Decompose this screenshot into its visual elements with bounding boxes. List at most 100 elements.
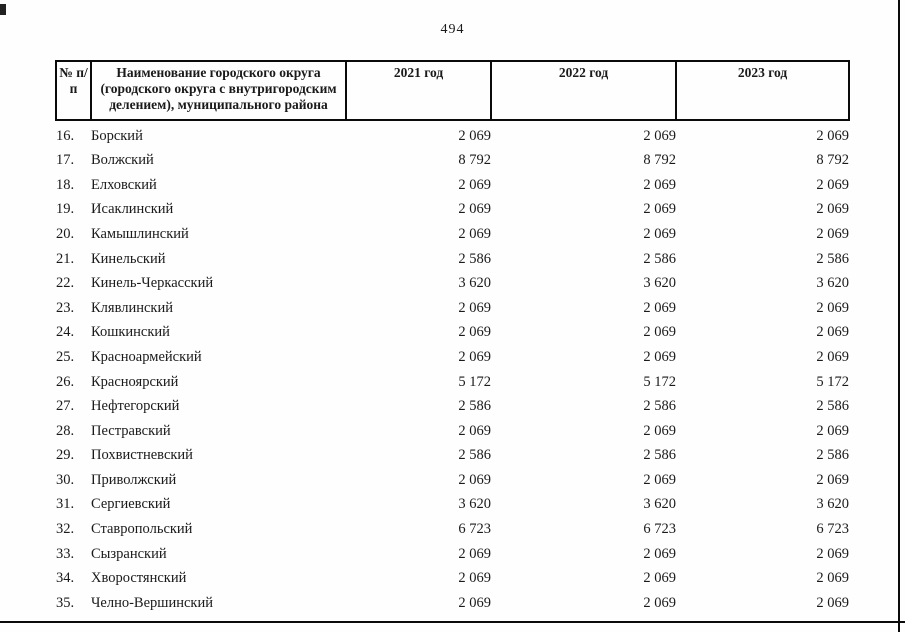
row-number-cell: 33. <box>56 545 75 562</box>
value-2022-cell: 2 069 <box>643 225 676 242</box>
row-number-cell: 18. <box>56 176 75 193</box>
row-number-cell: 25. <box>56 348 75 365</box>
value-2021-cell: 2 069 <box>458 570 491 587</box>
value-2021-cell: 2 586 <box>458 447 491 464</box>
value-2023-cell: 2 069 <box>816 201 849 218</box>
row-number-cell: 32. <box>56 521 75 538</box>
district-name-cell: Хворостянский <box>91 570 187 587</box>
value-2021-cell: 2 586 <box>458 398 491 415</box>
district-name-cell: Красноярский <box>91 373 179 390</box>
value-2021-cell: 2 069 <box>458 348 491 365</box>
value-2022-cell: 2 069 <box>643 324 676 341</box>
value-2023-cell: 2 069 <box>816 324 849 341</box>
page-number: 494 <box>440 22 465 37</box>
value-2021-cell: 2 069 <box>458 127 491 144</box>
row-number-cell: 30. <box>56 471 75 488</box>
district-name-cell: Кошкинский <box>91 324 170 341</box>
row-number-cell: 19. <box>56 201 75 218</box>
district-name-cell: Исаклинский <box>91 201 174 218</box>
col-header-name: Наименование городского округа (городско… <box>90 60 347 121</box>
value-2021-cell: 5 172 <box>458 373 491 390</box>
value-2022-cell: 3 620 <box>643 275 676 292</box>
value-2022-cell: 2 069 <box>643 348 676 365</box>
value-2022-cell: 2 069 <box>643 127 676 144</box>
table-row: 28. Пестравский 2 069 2 069 2 069 <box>56 419 849 444</box>
rates-table: № п/п Наименование городского округа (го… <box>55 60 850 616</box>
value-2023-cell: 3 620 <box>816 496 849 513</box>
col-header-2022: 2022 год <box>490 60 677 121</box>
row-number-cell: 27. <box>56 398 75 415</box>
value-2023-cell: 2 586 <box>816 447 849 464</box>
value-2022-cell: 2 069 <box>643 201 676 218</box>
row-number-cell: 23. <box>56 299 75 316</box>
value-2023-cell: 3 620 <box>816 275 849 292</box>
table-row: 24. Кошкинский 2 069 2 069 2 069 <box>56 321 849 346</box>
value-2021-cell: 3 620 <box>458 496 491 513</box>
district-name-cell: Нефтегорский <box>91 398 180 415</box>
value-2022-cell: 2 069 <box>643 299 676 316</box>
value-2021-cell: 2 069 <box>458 324 491 341</box>
value-2021-cell: 2 069 <box>458 545 491 562</box>
district-name-cell: Пестравский <box>91 422 171 439</box>
table-row: 32. Ставропольский 6 723 6 723 6 723 <box>56 517 849 542</box>
value-2023-cell: 2 069 <box>816 545 849 562</box>
value-2021-cell: 2 069 <box>458 422 491 439</box>
value-2021-cell: 8 792 <box>458 152 491 169</box>
table-row: 16. Борский 2 069 2 069 2 069 <box>56 120 849 149</box>
district-name-cell: Красноармейский <box>91 348 202 365</box>
value-2022-cell: 3 620 <box>643 496 676 513</box>
value-2022-cell: 2 069 <box>643 594 676 611</box>
value-2023-cell: 2 069 <box>816 594 849 611</box>
district-name-cell: Сызранский <box>91 545 167 562</box>
district-name-cell: Борский <box>91 127 143 144</box>
value-2022-cell: 5 172 <box>643 373 676 390</box>
value-2023-cell: 2 069 <box>816 225 849 242</box>
district-name-cell: Кинельский <box>91 250 166 267</box>
row-number-cell: 16. <box>56 127 75 144</box>
value-2023-cell: 2 586 <box>816 398 849 415</box>
col-header-2021: 2021 год <box>345 60 492 121</box>
row-number-cell: 24. <box>56 324 75 341</box>
value-2021-cell: 2 069 <box>458 471 491 488</box>
value-2023-cell: 2 069 <box>816 471 849 488</box>
value-2022-cell: 2 586 <box>643 447 676 464</box>
district-name-cell: Ставропольский <box>91 521 193 538</box>
district-name-cell: Челно-Вершинский <box>91 594 213 611</box>
value-2023-cell: 5 172 <box>816 373 849 390</box>
district-name-cell: Похвистневский <box>91 447 193 464</box>
value-2021-cell: 2 069 <box>458 176 491 193</box>
value-2021-cell: 6 723 <box>458 521 491 538</box>
value-2021-cell: 2 069 <box>458 299 491 316</box>
table-row: 18. Елховский 2 069 2 069 2 069 <box>56 173 849 198</box>
row-number-cell: 29. <box>56 447 75 464</box>
value-2023-cell: 2 069 <box>816 422 849 439</box>
col-header-num: № п/п <box>55 60 92 121</box>
value-2022-cell: 6 723 <box>643 521 676 538</box>
table-row: 35. Челно-Вершинский 2 069 2 069 2 069 <box>56 591 849 616</box>
table-row: 23. Клявлинский 2 069 2 069 2 069 <box>56 296 849 321</box>
value-2023-cell: 2 069 <box>816 176 849 193</box>
table-header-row: № п/п Наименование городского округа (го… <box>55 60 850 121</box>
table-row: 20. Камышлинский 2 069 2 069 2 069 <box>56 222 849 247</box>
district-name-cell: Сергиевский <box>91 496 171 513</box>
value-2022-cell: 2 069 <box>643 570 676 587</box>
value-2023-cell: 2 586 <box>816 250 849 267</box>
table-row: 30. Приволжский 2 069 2 069 2 069 <box>56 468 849 493</box>
row-number-cell: 26. <box>56 373 75 390</box>
row-number-cell: 22. <box>56 275 75 292</box>
value-2022-cell: 2 586 <box>643 398 676 415</box>
value-2022-cell: 8 792 <box>643 152 676 169</box>
value-2021-cell: 2 069 <box>458 201 491 218</box>
table-row: 29. Похвистневский 2 586 2 586 2 586 <box>56 443 849 468</box>
row-number-cell: 35. <box>56 594 75 611</box>
scan-edge-right <box>898 0 900 632</box>
value-2023-cell: 2 069 <box>816 570 849 587</box>
table-row: 22. Кинель-Черкасский 3 620 3 620 3 620 <box>56 271 849 296</box>
value-2023-cell: 2 069 <box>816 127 849 144</box>
table-body: 16. Борский 2 069 2 069 2 069 17. Волжск… <box>56 120 849 616</box>
row-number-cell: 34. <box>56 570 75 587</box>
value-2021-cell: 2 586 <box>458 250 491 267</box>
scan-artifact-speck <box>0 4 6 15</box>
district-name-cell: Елховский <box>91 176 157 193</box>
